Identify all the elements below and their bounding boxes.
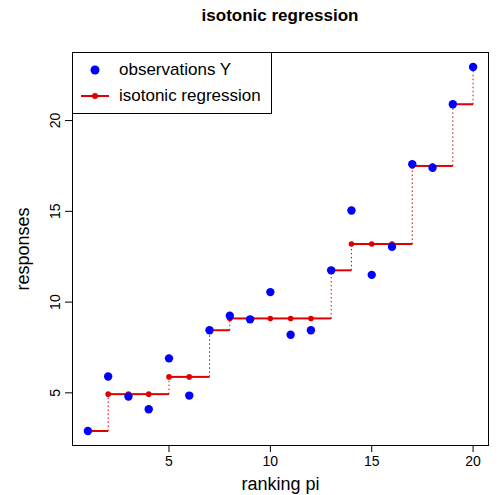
html-text:isotonic regression: isotonic regression: [201, 6, 359, 25]
svg-text:responses: responses: [13, 207, 33, 290]
svg-text:20: 20: [47, 113, 63, 129]
svg-text:5: 5: [165, 453, 173, 469]
svg-text:20: 20: [465, 453, 481, 469]
html-text:observations Y: observations Y: [119, 60, 232, 79]
svg-text:15: 15: [364, 453, 380, 469]
svg-text:10: 10: [47, 294, 63, 310]
svg-text:15: 15: [47, 203, 63, 219]
html-text:isotonic regression: isotonic regression: [119, 86, 261, 105]
svg-text:ranking pi: ranking pi: [241, 474, 319, 494]
svg-text:5: 5: [47, 389, 63, 397]
svg-text:10: 10: [263, 453, 279, 469]
